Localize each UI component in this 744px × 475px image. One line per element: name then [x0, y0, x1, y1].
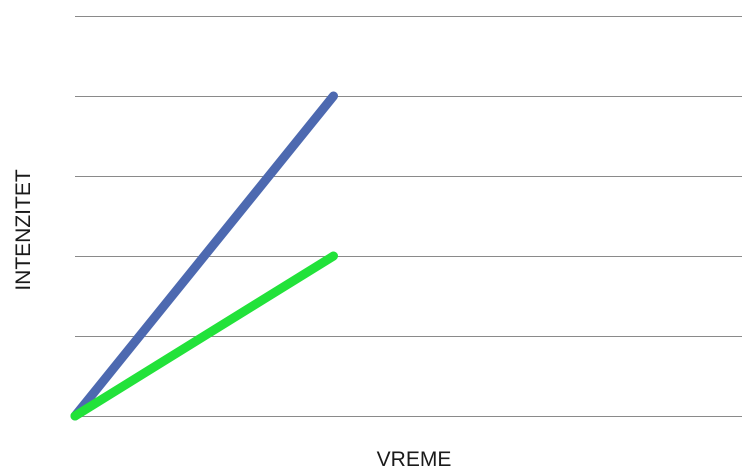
y-axis-label: INTENZITET	[12, 169, 35, 290]
gridlines	[75, 16, 742, 417]
x-axis-label: VREME	[377, 448, 452, 471]
series-lines	[70, 91, 338, 421]
series-line-2	[70, 251, 338, 421]
series-line-1	[70, 91, 338, 421]
